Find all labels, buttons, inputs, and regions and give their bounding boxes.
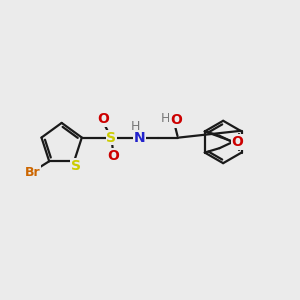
Text: H: H	[131, 120, 140, 133]
Text: Br: Br	[25, 166, 41, 179]
Text: O: O	[107, 149, 119, 163]
Text: H: H	[160, 112, 170, 125]
Text: S: S	[70, 159, 81, 173]
Text: O: O	[97, 112, 109, 126]
Text: S: S	[106, 130, 116, 145]
Text: O: O	[231, 135, 243, 149]
Text: N: N	[134, 130, 145, 145]
Text: O: O	[170, 113, 182, 127]
